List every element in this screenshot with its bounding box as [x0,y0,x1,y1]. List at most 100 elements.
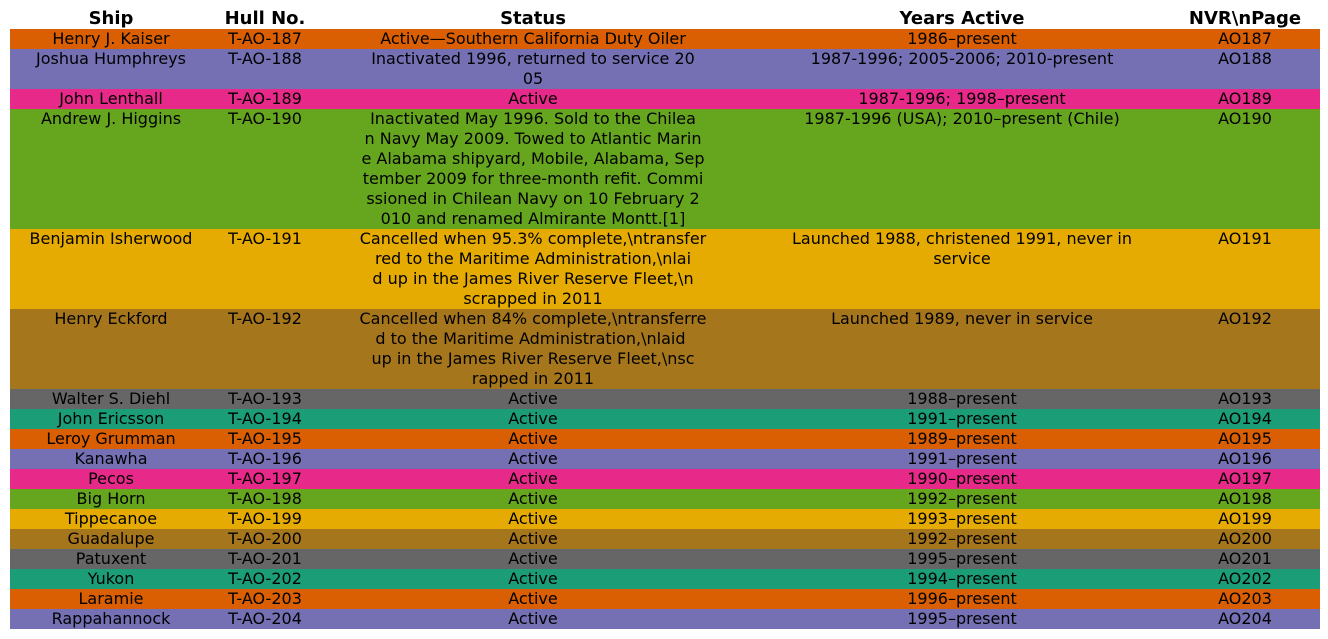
ship-name-cell: Henry Eckford [54,309,168,328]
status-cell: Active—Southern California Duty Oiler [380,29,686,48]
years-active-cell: 1992–present [907,529,1017,548]
status-cell: Active [508,589,558,608]
years-active-cell: 1993–present [907,509,1017,528]
ship-name-cell: Leroy Grumman [46,429,176,448]
status-cell: Active [508,609,558,628]
years-active-cell: Launched 1989, never in service [831,309,1093,328]
ship-name-cell: Yukon [87,569,135,588]
table-row: Guadalupe T-AO-200 Active 1992–present AO200 [10,529,1320,549]
status-cell: Cancelled when 95.3% complete,\ntransfer… [359,229,707,308]
table-row: Benjamin Isherwood T-AO-191 Cancelled when… [10,229,1320,309]
status-cell: Cancelled when 84% complete,\ntransferre… [359,309,707,388]
nvr-page-cell: AO190 [1218,109,1272,128]
nvr-page-cell: AO195 [1218,429,1272,448]
status-cell: Active [508,449,558,468]
table-row: Patuxent T-AO-201 Active 1995–present AO201 [10,549,1320,569]
ship-name-cell: Big Horn [76,489,146,508]
ship-name-cell: Tippecanoe [64,509,158,528]
table-row: Henry J. Kaiser T-AO-187 Active—Southern C… [10,29,1320,49]
column-header-ship: Ship [88,8,134,29]
nvr-page-cell: AO198 [1218,489,1272,508]
table-row: Joshua Humphreys T-AO-188 Inactivated 1996… [10,49,1320,89]
years-active-cell: 1988–present [907,389,1017,408]
table-row: Andrew J. Higgins T-AO-190 Inactivated May… [10,109,1320,229]
years-active-cell: 1991–present [907,449,1017,468]
years-active-cell: 1987-1996; 1998–present [858,89,1066,108]
column-header-nvr-page: NVR\nPage [1188,8,1302,29]
table-row: Walter S. Diehl T-AO-193 Active 1988–presen… [10,389,1320,409]
nvr-page-cell: AO188 [1218,49,1272,68]
ship-name-cell: Patuxent [75,549,147,568]
status-cell: Active [508,509,558,528]
hull-number-cell: T-AO-199 [228,509,302,528]
years-active-cell: 1995–present [907,549,1017,568]
hull-number-cell: T-AO-197 [228,469,302,488]
years-active-cell: 1989–present [907,429,1017,448]
years-active-cell: 1986–present [907,29,1017,48]
nvr-page-cell: AO197 [1218,469,1272,488]
hull-number-cell: T-AO-196 [228,449,302,468]
hull-number-cell: T-AO-190 [228,109,302,128]
hull-number-cell: T-AO-188 [228,49,302,68]
nvr-page-cell: AO204 [1218,609,1272,628]
hull-number-cell: T-AO-192 [228,309,302,328]
status-cell: Inactivated 1996, returned to service 20… [371,49,695,88]
hull-number-cell: T-AO-189 [228,89,302,108]
years-active-cell: 1987-1996 (USA); 2010–present (Chile) [804,109,1120,128]
nvr-page-cell: AO199 [1218,509,1272,528]
status-cell: Active [508,389,558,408]
status-cell: Active [508,569,558,588]
hull-number-cell: T-AO-195 [228,429,302,448]
hull-number-cell: T-AO-194 [228,409,302,428]
table-row: Laramie T-AO-203 Active 1996–present AO203 [10,589,1320,609]
ship-name-cell: Walter S. Diehl [51,389,171,408]
hull-number-cell: T-AO-202 [228,569,302,588]
nvr-page-cell: AO201 [1218,549,1272,568]
column-header-hull-no: Hull No. [224,8,306,29]
years-active-cell: 1991–present [907,409,1017,428]
table-row: Rappahannock T-AO-204 Active 1995–present AO… [10,609,1320,629]
nvr-page-cell: AO203 [1218,589,1272,608]
table-row: Pecos T-AO-197 Active 1990–present AO197 [10,469,1320,489]
hull-number-cell: T-AO-200 [228,529,302,548]
nvr-page-cell: AO191 [1218,229,1272,248]
status-cell: Active [508,89,558,108]
nvr-page-cell: AO194 [1218,409,1272,428]
nvr-page-cell: AO187 [1218,29,1272,48]
years-active-cell: 1987-1996; 2005-2006; 2010-present [810,49,1114,68]
hull-number-cell: T-AO-191 [228,229,302,248]
ship-name-cell: Benjamin Isherwood [29,229,193,248]
table-row: John Ericsson T-AO-194 Active 1991–present A… [10,409,1320,429]
ship-name-cell: Rappahannock [51,609,171,628]
years-active-cell: 1995–present [907,609,1017,628]
years-active-cell: 1990–present [907,469,1017,488]
table-row: Leroy Grumman T-AO-195 Active 1989–present A… [10,429,1320,449]
nvr-page-cell: AO193 [1218,389,1272,408]
nvr-page-cell: AO202 [1218,569,1272,588]
ship-name-cell: John Ericsson [57,409,165,428]
status-cell: Active [508,549,558,568]
status-cell: Active [508,489,558,508]
status-cell: Active [508,529,558,548]
hull-number-cell: T-AO-187 [228,29,302,48]
hull-number-cell: T-AO-193 [228,389,302,408]
status-cell: Active [508,429,558,448]
ship-name-cell: Laramie [78,589,144,608]
ship-name-cell: John Lenthall [59,89,163,108]
nvr-page-cell: AO192 [1218,309,1272,328]
table-row: Yukon T-AO-202 Active 1994–present AO202 [10,569,1320,589]
ship-name-cell: Pecos [88,469,134,488]
hull-number-cell: T-AO-204 [228,609,302,628]
ship-name-cell: Kanawha [74,449,148,468]
column-header-status: Status [500,8,566,29]
status-cell: Active [508,409,558,428]
hull-number-cell: T-AO-198 [228,489,302,508]
column-header-years-active: Years Active [899,8,1025,29]
ship-name-cell: Guadalupe [67,529,155,548]
nvr-page-cell: AO189 [1218,89,1272,108]
ship-name-cell: Joshua Humphreys [36,49,186,68]
nvr-page-cell: AO200 [1218,529,1272,548]
ship-name-cell: Henry J. Kaiser [52,29,170,48]
table-row: Tippecanoe T-AO-199 Active 1993–present AO19… [10,509,1320,529]
